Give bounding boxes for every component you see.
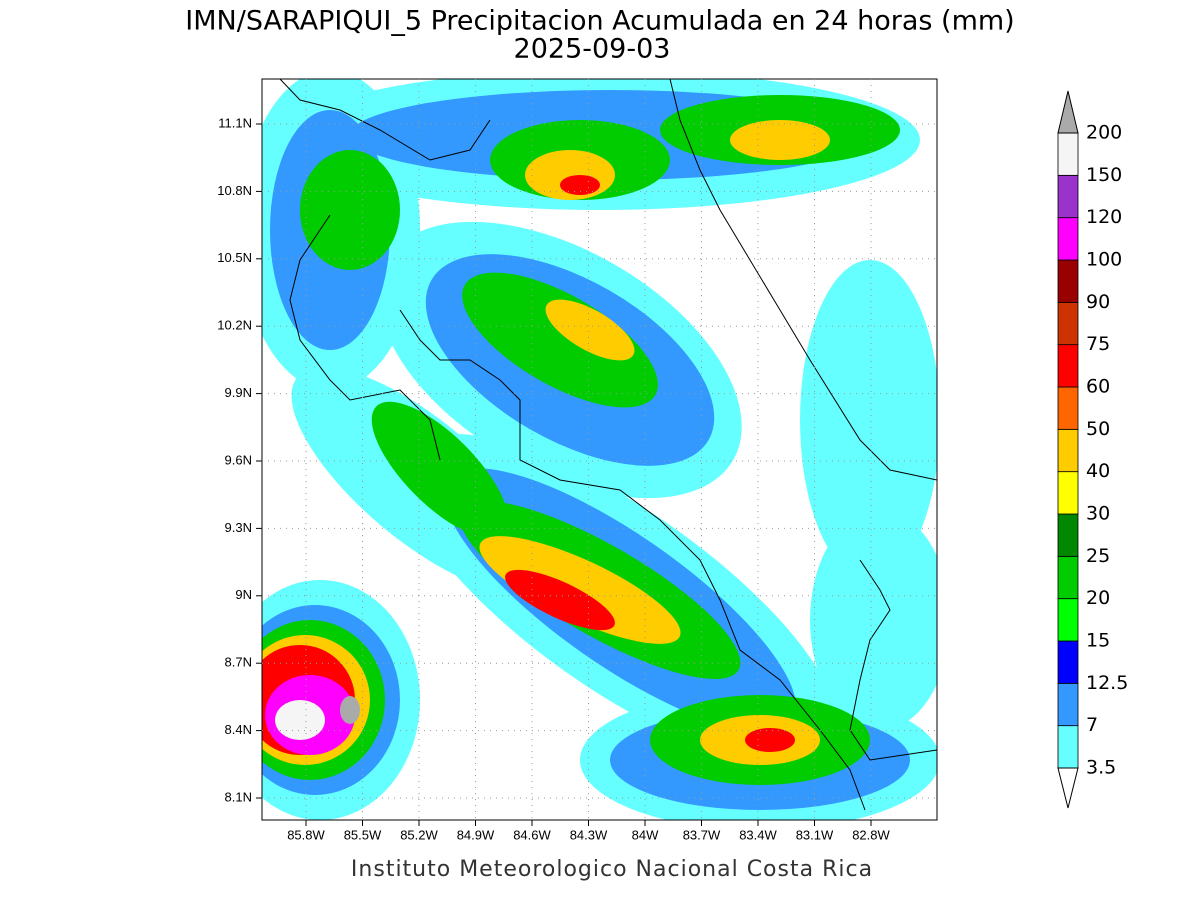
colorbar-box	[1057, 471, 1079, 515]
colorbar-box	[1057, 598, 1079, 642]
lon-label: 84.6W	[513, 827, 551, 842]
colorbar-box	[1057, 682, 1079, 727]
colorbar-label: 25	[1086, 545, 1110, 567]
colorbar-box	[1057, 259, 1079, 303]
colorbar-label: 60	[1086, 376, 1110, 398]
lon-label: 83.4W	[739, 827, 777, 842]
lat-label: 10.2N	[217, 318, 252, 333]
lon-label: 85.2W	[400, 827, 438, 842]
colorbar-label: 200	[1086, 122, 1122, 144]
plot-frame	[261, 78, 938, 821]
colorbar-box	[1057, 301, 1079, 346]
colorbar-label: 30	[1086, 503, 1110, 525]
colorbar-box	[1057, 132, 1079, 176]
colorbar-box	[1057, 386, 1079, 430]
colorbar-label: 3.5	[1086, 757, 1116, 779]
lat-label: 8.4N	[225, 722, 252, 737]
lat-label: 11.1N	[218, 115, 252, 130]
precip-field	[262, 79, 937, 820]
colorbar-box	[1057, 725, 1079, 769]
colorbar-box	[1057, 513, 1079, 557]
colorbar-box	[1057, 428, 1079, 473]
colorbar-below	[1057, 767, 1079, 809]
colorbar-label: 50	[1086, 418, 1110, 440]
lon-label: 84W	[632, 827, 659, 842]
colorbar-box	[1057, 344, 1079, 388]
colorbar-label: 20	[1086, 587, 1110, 609]
lat-label: 9.6N	[225, 452, 252, 467]
colorbar-label: 90	[1086, 291, 1110, 313]
title: IMN/SARAPIQUI_5 Precipitacion Acumulada …	[185, 6, 1014, 37]
lon-label: 85.5W	[344, 827, 382, 842]
lat-label: 8.1N	[225, 789, 252, 804]
lat-label: 10.5N	[217, 250, 252, 265]
colorbar-above	[1057, 90, 1079, 134]
lat-label: 8.7N	[225, 655, 252, 670]
colorbar-box	[1057, 640, 1079, 684]
colorbar-label: 100	[1086, 249, 1122, 271]
lon-label: 84.9W	[457, 827, 495, 842]
colorbar-box	[1057, 174, 1079, 219]
lon-label: 85.8W	[287, 827, 325, 842]
lon-label: 84.3W	[570, 827, 608, 842]
colorbar-label: 15	[1086, 630, 1110, 652]
colorbar-label: 12.5	[1086, 672, 1128, 694]
subtitle: 2025-09-03	[514, 34, 671, 65]
lat-label: 9N	[235, 587, 252, 602]
colorbar-label: 120	[1086, 206, 1122, 228]
lat-label: 10.8N	[217, 183, 252, 198]
lon-label: 83.1W	[796, 827, 834, 842]
colorbar-label: 7	[1086, 714, 1098, 736]
colorbar-label: 40	[1086, 460, 1110, 482]
lat-label: 9.3N	[225, 520, 252, 535]
lat-label: 9.9N	[225, 385, 252, 400]
colorbar-label: 75	[1086, 333, 1110, 355]
lon-label: 83.7W	[683, 827, 721, 842]
colorbar-box	[1057, 217, 1079, 261]
footer: Instituto Meteorologico Nacional Costa R…	[351, 857, 873, 882]
lon-label: 82.8W	[852, 827, 890, 842]
colorbar-box	[1057, 555, 1079, 600]
colorbar-label: 150	[1086, 164, 1122, 186]
